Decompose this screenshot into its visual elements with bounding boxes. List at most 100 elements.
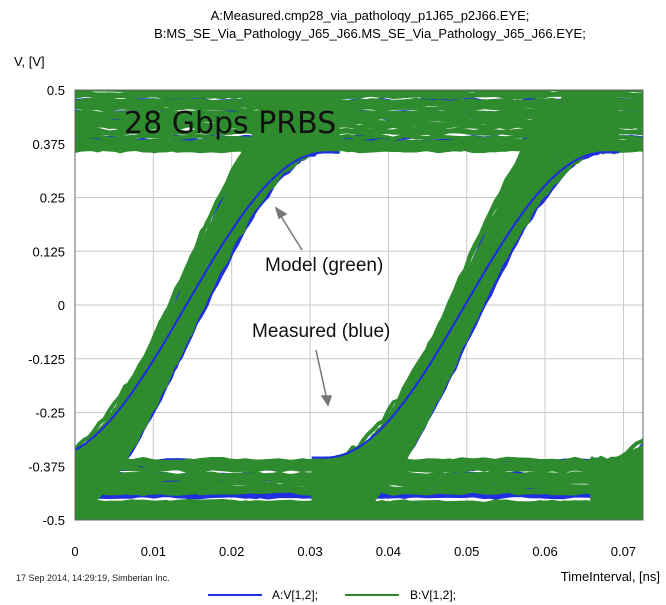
series-0-transition xyxy=(0,114,61,511)
series-1-level xyxy=(75,112,643,121)
series-0-transition xyxy=(0,114,61,500)
series-1-transition xyxy=(590,450,643,469)
series-1-transition xyxy=(0,108,61,478)
series-1-transition xyxy=(0,94,61,522)
series-1-transition xyxy=(0,104,61,491)
series-1-transition xyxy=(0,113,61,488)
measured-edge-fall xyxy=(311,151,619,459)
series-1-transition xyxy=(0,114,61,476)
series-1-transition xyxy=(601,496,643,520)
measured-eye-edges xyxy=(75,151,619,459)
series-1-level xyxy=(75,127,643,136)
series-0-transition xyxy=(0,113,61,477)
x-tick-label: 0.03 xyxy=(297,544,322,559)
series-0-transition xyxy=(590,476,643,499)
series-1-transition xyxy=(589,454,643,480)
series-0-level xyxy=(75,524,643,527)
x-tick-label: 0.06 xyxy=(532,544,557,559)
footer-timestamp: 17 Sep 2014, 14:29:19, Simberian Inc. xyxy=(16,573,170,583)
series-1-transition xyxy=(589,472,643,494)
y-axis-title: V, [V] xyxy=(14,54,45,69)
series-1-transition xyxy=(590,479,643,499)
series-1-transition xyxy=(0,135,61,491)
series-1-transition xyxy=(0,99,61,514)
annotation-main: 28 Gbps PRBS xyxy=(124,106,336,141)
series-1-transition xyxy=(589,453,643,473)
y-tick-label: 0.25 xyxy=(40,191,65,206)
series-1-transition xyxy=(603,499,643,520)
series-1-transition xyxy=(590,455,643,480)
series-0-transition xyxy=(589,469,643,492)
plot-frame xyxy=(74,89,644,521)
arrowhead-model xyxy=(274,206,288,220)
y-tick-label: -0.5 xyxy=(43,513,65,528)
axis-ticks: 0.5 0.375 0.25 0.125 0 -0.125 -0.25 -0.375 -0.5 0… xyxy=(28,83,636,559)
series-1-transition xyxy=(590,460,643,488)
series-1-transition xyxy=(589,459,643,478)
series-1-transition xyxy=(590,483,643,510)
series-1-transition xyxy=(0,106,61,517)
series-1-transition xyxy=(590,449,643,475)
series-1-transition xyxy=(589,467,643,493)
series-1-transition xyxy=(0,130,61,489)
y-tick-label: 0.375 xyxy=(32,137,65,152)
series-1-transition xyxy=(589,458,643,480)
annotation-model: Model (green) xyxy=(265,255,383,276)
series-1-transition xyxy=(0,115,61,513)
series-1-transition xyxy=(589,471,643,492)
series-1-level xyxy=(75,122,643,130)
series-1-transition xyxy=(589,470,643,487)
arrow-measured xyxy=(315,349,328,401)
series-1-level xyxy=(75,523,643,527)
series-0-transition xyxy=(0,98,61,482)
series-1-transition xyxy=(0,112,61,488)
series-1-transition xyxy=(0,123,61,497)
series-1-transition xyxy=(589,480,643,511)
series-1-transition xyxy=(590,461,643,482)
series-1-transition xyxy=(0,122,61,492)
series-1-transition xyxy=(0,129,61,507)
x-axis-title: TimeInterval, [ns] xyxy=(561,569,660,584)
series-1-transition xyxy=(0,97,61,491)
series-0-transition xyxy=(0,93,61,518)
x-tick-label: 0.07 xyxy=(611,544,636,559)
y-tick-label: 0 xyxy=(58,298,65,313)
series-1-transition xyxy=(589,490,643,512)
series-1-transition xyxy=(589,470,643,491)
series-1-transition xyxy=(0,95,61,521)
series-1-transition xyxy=(590,474,643,500)
y-tick-label: -0.375 xyxy=(28,459,65,474)
series-1-transition xyxy=(311,128,620,476)
arrow-model xyxy=(278,212,303,251)
x-tick-label: 0.02 xyxy=(219,544,244,559)
series-0-transition xyxy=(0,93,61,490)
series-1-level xyxy=(75,460,643,469)
series-1-transition xyxy=(589,450,643,473)
series-0-transition xyxy=(590,458,643,483)
series-0-transition xyxy=(0,135,61,491)
series-1-transition xyxy=(0,127,61,477)
series-1-transition xyxy=(590,445,643,469)
series-0-transition xyxy=(589,448,643,473)
series-0-transition xyxy=(590,473,643,498)
x-tick-label: 0 xyxy=(71,544,78,559)
series-1-transition xyxy=(590,472,643,500)
series-1-transition xyxy=(0,134,61,486)
series-1-level xyxy=(75,80,643,84)
series-1-transition xyxy=(0,95,61,507)
series-1-transition xyxy=(0,95,61,483)
series-1-transition xyxy=(0,92,61,506)
series-1-transition xyxy=(589,471,643,494)
series-1-transition xyxy=(590,477,643,503)
series-1-transition xyxy=(0,114,61,491)
measured-edge-fall xyxy=(75,151,340,452)
series-1-transition xyxy=(589,453,643,478)
series-1-transition xyxy=(75,136,340,516)
series-1-transition xyxy=(589,459,643,482)
series-1-transition xyxy=(0,115,61,480)
chart-title-line-1: A:Measured.cmp28_via_patholoqy_p1J65_p2J… xyxy=(211,8,530,23)
series-0-transition xyxy=(590,447,643,466)
legend: A:V[1,2]; B:V[1,2]; xyxy=(208,588,456,602)
series-1-transition xyxy=(75,126,341,462)
